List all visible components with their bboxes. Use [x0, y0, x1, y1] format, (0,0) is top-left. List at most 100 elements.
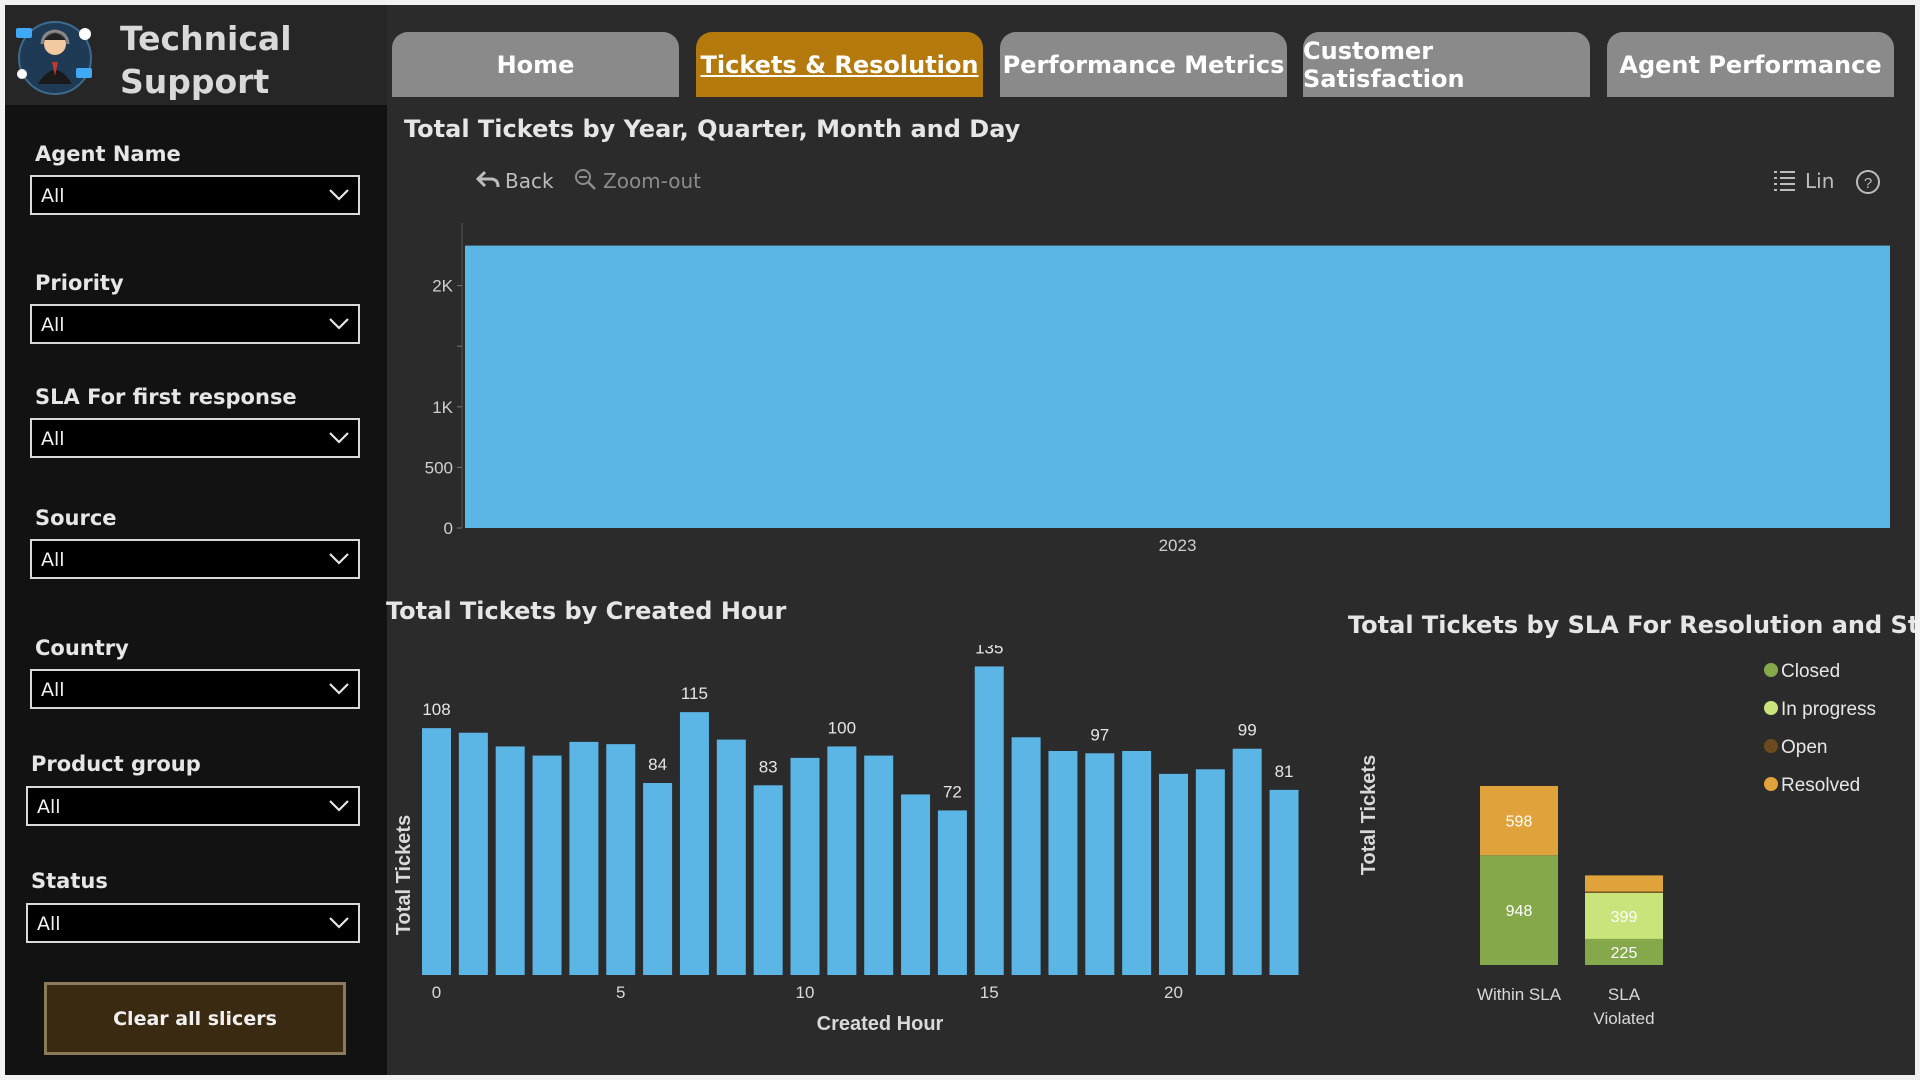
bar-hour-2	[495, 746, 525, 975]
data-label: 108	[422, 700, 450, 719]
bar-hour-15	[974, 666, 1004, 975]
legend-label: Open	[1781, 737, 1827, 758]
bar-hour-1	[458, 732, 488, 975]
x-tick-label: 20	[1164, 983, 1183, 1002]
legend-label: Closed	[1781, 661, 1840, 682]
help-icon[interactable]: ?	[1855, 169, 1881, 195]
tab-performance-metrics[interactable]: Performance Metrics	[1000, 32, 1287, 97]
agent-name-value: All	[41, 185, 65, 207]
bar-hour-10	[790, 757, 820, 975]
bar-hour-7	[679, 712, 709, 975]
stack-sla-violated-open	[1585, 891, 1663, 893]
scale-toggle-lin[interactable]: Lin	[1805, 169, 1835, 193]
priority-value: All	[41, 314, 65, 336]
legend-swatch-resolved	[1764, 777, 1778, 791]
app-title: Technical Support	[120, 17, 380, 103]
x-tick-label: 10	[796, 983, 815, 1002]
data-label: 135	[975, 645, 1003, 657]
dashboard: Technical Support Home Tickets & Resolut…	[5, 5, 1915, 1075]
chevron-down-icon	[329, 318, 349, 330]
back-arrow-icon[interactable]	[475, 167, 501, 193]
bar-hour-21	[1195, 769, 1225, 975]
data-label: 99	[1238, 721, 1257, 740]
bar-hour-6	[643, 783, 673, 975]
chart-title-sla: Total Tickets by SLA For Resolution and …	[1348, 611, 1915, 639]
source-dropdown[interactable]: All	[30, 539, 360, 579]
zoom-out-icon[interactable]	[573, 167, 599, 193]
chevron-down-icon	[329, 432, 349, 444]
tab-customer-satisfaction[interactable]: Customer Satisfaction	[1303, 32, 1590, 97]
clear-all-slicers-button[interactable]: Clear all slicers	[44, 982, 346, 1055]
data-label: 81	[1275, 762, 1294, 781]
chevron-down-icon	[329, 553, 349, 565]
bar-hour-13	[901, 794, 931, 975]
slicer-label-agent-name: Agent Name	[35, 142, 181, 166]
source-value: All	[41, 549, 65, 571]
status-dropdown[interactable]: All	[26, 903, 360, 943]
slicer-label-priority: Priority	[35, 271, 124, 295]
slicer-label-country: Country	[35, 636, 129, 660]
legend-label: Resolved	[1781, 775, 1860, 796]
legend-swatch-closed	[1764, 663, 1778, 677]
app-title-line2: Support	[120, 62, 270, 101]
tickets-by-sla-chart: Total Tickets 948 598 225 399 Within SLA SLA Vi…	[1358, 661, 1876, 1028]
slicer-label-status: Status	[31, 869, 108, 893]
y-tick-label: 500	[425, 458, 453, 477]
chevron-down-icon	[329, 917, 349, 929]
stack-sla-violated-in-progress	[1585, 892, 1663, 939]
x-tick-label: Within SLA	[1477, 985, 1562, 1004]
bar-hour-19	[1122, 751, 1152, 975]
tab-agent-performance[interactable]: Agent Performance	[1607, 32, 1894, 97]
slicer-label-source: Source	[35, 506, 117, 530]
x-tick-label: 0	[432, 983, 441, 1002]
stack-sla-violated-resolved	[1585, 875, 1663, 892]
data-label: 97	[1090, 725, 1109, 744]
tickets-by-year-chart: 0 500 1K 2K 2023	[425, 223, 1890, 555]
slicer-label-sla-first-response: SLA For first response	[35, 385, 297, 409]
stack-within-sla-closed	[1480, 855, 1558, 965]
sla-first-response-value: All	[41, 428, 65, 450]
stack-within-sla-resolved	[1480, 785, 1558, 856]
data-label: 948	[1506, 903, 1533, 920]
legend-swatch-in-progress	[1764, 701, 1778, 715]
data-label: 100	[828, 718, 856, 737]
tab-home[interactable]: Home	[392, 32, 679, 97]
bar-hour-9	[753, 785, 783, 975]
chart-title-created-hour: Total Tickets by Created Hour	[386, 597, 787, 625]
zoom-out-button[interactable]: Zoom-out	[603, 169, 701, 193]
logo-area: Technical Support	[5, 5, 387, 105]
bar-hour-3	[532, 755, 562, 975]
bar-hour-12	[864, 755, 894, 975]
product-group-dropdown[interactable]: All	[26, 786, 360, 826]
bar-hour-22	[1232, 748, 1262, 975]
app-title-line1: Technical	[120, 19, 292, 58]
x-tick-label: 2023	[1159, 536, 1197, 555]
x-tick-label: 5	[616, 983, 625, 1002]
data-label: 84	[648, 755, 667, 774]
y-tick-label: 0	[444, 519, 453, 538]
bar-hour-23	[1269, 789, 1299, 975]
chevron-down-icon	[329, 683, 349, 695]
agent-name-dropdown[interactable]: All	[30, 175, 360, 215]
country-dropdown[interactable]: All	[30, 669, 360, 709]
x-axis-title: Created Hour	[817, 1013, 944, 1035]
legend-label: In progress	[1781, 699, 1876, 720]
bar-hour-11	[827, 746, 857, 975]
sla-first-response-dropdown[interactable]: All	[30, 418, 360, 458]
legend-swatch-open	[1764, 739, 1778, 753]
back-button[interactable]: Back	[505, 169, 554, 193]
y-axis-title: Total Tickets	[1358, 755, 1380, 875]
country-value: All	[41, 679, 65, 701]
tab-tickets-resolution[interactable]: Tickets & Resolution	[696, 32, 983, 97]
sidebar: Agent Name All Priority All SLA For firs…	[5, 105, 387, 1075]
data-label: 115	[681, 684, 708, 703]
list-icon[interactable]	[1773, 169, 1797, 191]
slicer-label-product-group: Product group	[31, 752, 201, 776]
chevron-down-icon	[329, 189, 349, 201]
data-label: 598	[1506, 814, 1533, 831]
svg-text:?: ?	[1864, 175, 1872, 192]
priority-dropdown[interactable]: All	[30, 304, 360, 344]
x-tick-label: SLA	[1608, 985, 1641, 1004]
x-tick-label: 15	[980, 983, 999, 1002]
